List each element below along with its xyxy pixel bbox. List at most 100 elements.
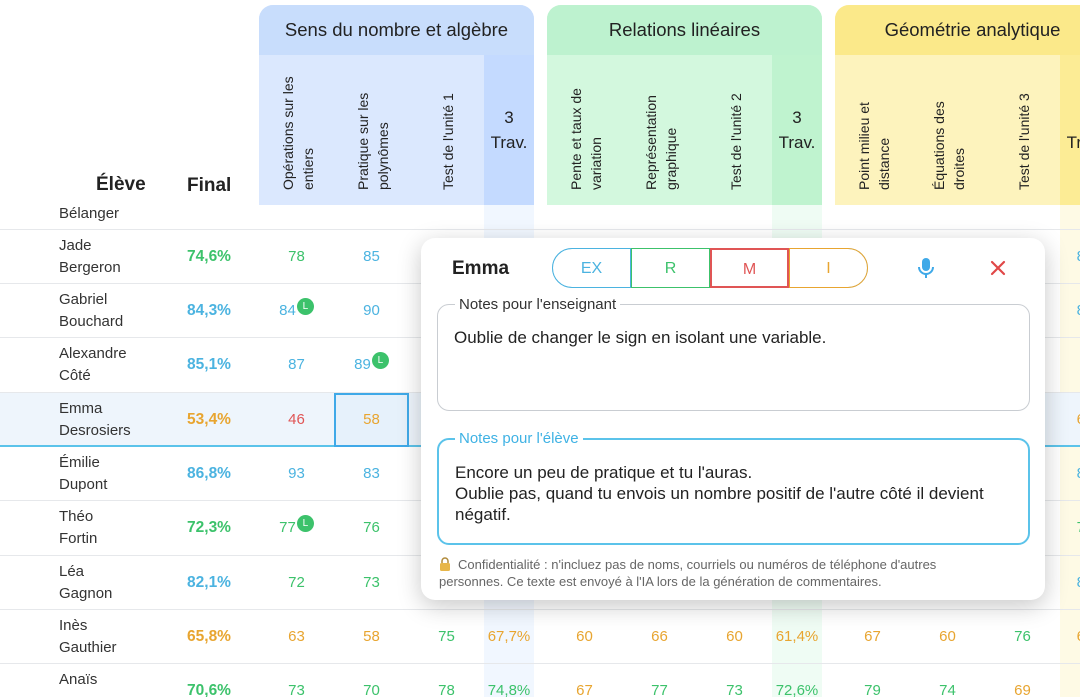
student-name: Alexandre Côté: [59, 343, 127, 387]
score-cell[interactable]: 63: [259, 610, 334, 664]
score-cell[interactable]: 93: [259, 447, 334, 501]
score-cell[interactable]: 46: [259, 393, 334, 447]
score-cell[interactable]: 90: [334, 284, 409, 338]
score: 89: [1077, 465, 1080, 482]
final-grade: 84,3%: [187, 302, 231, 320]
last-name: Dupont: [59, 476, 108, 493]
group-title: Géométrie analytique: [835, 5, 1080, 55]
first-name: Théo: [59, 508, 94, 526]
score-cell[interactable]: 78: [259, 230, 334, 284]
tab[interactable]: M: [710, 248, 789, 288]
student-row[interactable]: Léa Gagnon 82,1% 72 73 84: [0, 556, 1080, 610]
score-cell[interactable]: 67: [547, 664, 622, 697]
student-name: Émilie Dupont: [59, 452, 107, 496]
final-grade: 85,1%: [187, 356, 231, 374]
trav-column-bg: [772, 55, 822, 205]
student-name: Léa Gagnon: [59, 561, 112, 605]
score-cell[interactable]: 72,6%: [772, 664, 822, 697]
score: 78: [438, 682, 455, 697]
score-cell[interactable]: 89 L: [334, 338, 409, 392]
score: 76: [1014, 627, 1031, 645]
group-title: Sens du nombre et algèbre: [259, 5, 534, 55]
student-note[interactable]: Encore un peu de pratique et tu l'auras.…: [437, 438, 1030, 545]
score-cell[interactable]: 77: [622, 664, 697, 697]
student-name: Emma: [452, 258, 510, 279]
student-row[interactable]: Bélanger: [0, 176, 1080, 230]
score-cell[interactable]: 58: [334, 610, 409, 664]
score-cell[interactable]: 84: [1060, 284, 1080, 338]
score-cell[interactable]: 73: [697, 664, 772, 697]
lock-icon: [440, 557, 450, 571]
column-header: 3 Trav.: [778, 108, 816, 152]
score-cell[interactable]: 7: [1060, 664, 1080, 697]
student-name: Inès Gauthier: [59, 615, 117, 659]
first-name: Inès: [59, 616, 88, 634]
score-cell[interactable]: 77 L: [259, 501, 334, 555]
score: 72: [288, 573, 305, 591]
tab[interactable]: I: [789, 248, 868, 288]
tab[interactable]: EX: [552, 248, 631, 288]
score: 78: [288, 247, 305, 265]
score: 77: [279, 519, 296, 537]
column-header: Test de l'unité 3: [1016, 93, 1032, 190]
score-cell[interactable]: 79: [835, 664, 910, 697]
student-name: Emma Desrosiers: [59, 398, 131, 442]
first-name: Gabriel: [59, 291, 108, 309]
notes-popup: Emma EX R M I Oublie de changer le sign en …: [421, 238, 1045, 600]
student-name: Bélanger: [59, 203, 119, 225]
tabs: EX R M I: [552, 238, 868, 298]
first-name: Émilie: [59, 454, 100, 471]
first-name: Emma: [59, 399, 103, 417]
score-cell[interactable]: 74: [910, 664, 985, 697]
last-name: Gagnon: [59, 584, 113, 602]
score-cell[interactable]: 69: [1060, 610, 1080, 664]
score-cell[interactable]: 89: [1060, 447, 1080, 501]
score: 75: [438, 627, 455, 645]
score-cell[interactable]: 73: [1060, 501, 1080, 555]
score-cell[interactable]: 72: [259, 556, 334, 610]
score-cell[interactable]: 58: [334, 392, 409, 447]
score-cell[interactable]: 76: [985, 610, 1060, 664]
column-header: Point milieu et distance: [856, 102, 892, 190]
score-cell[interactable]: 84 L: [259, 284, 334, 338]
score-cell[interactable]: 74,8%: [484, 664, 534, 697]
score-cell[interactable]: 80: [1060, 230, 1080, 284]
score-cell[interactable]: 78: [409, 664, 484, 697]
score-cell[interactable]: 85: [334, 230, 409, 284]
score: 58: [363, 410, 380, 428]
score: 63: [288, 627, 305, 645]
score-cell[interactable]: 67,7%: [484, 610, 534, 664]
score-cell[interactable]: 73: [334, 556, 409, 610]
score: 61: [1077, 411, 1080, 428]
score-cell[interactable]: 61,4%: [772, 610, 822, 664]
final-grade: 82,1%: [187, 573, 231, 591]
group-header: Géométrie analytique Point milieu et dist…: [835, 5, 1080, 205]
score-cell[interactable]: 87: [259, 338, 334, 392]
column-header: Pratique sur les polynômes: [355, 92, 391, 190]
score: 83: [363, 465, 380, 482]
column-header: Équations des droites: [931, 101, 967, 190]
score: 93: [288, 465, 305, 482]
student-row[interactable]: Inès Gauthier 65,8% 63 58 75 67,7% 60 66 60 61,4% 6…: [0, 610, 1080, 665]
score-cell[interactable]: 69: [985, 664, 1060, 697]
score-cell[interactable]: 76: [334, 501, 409, 555]
tab[interactable]: R: [631, 248, 710, 288]
score-cell[interactable]: 83: [334, 447, 409, 501]
column-header: Représentation graphique: [643, 95, 679, 190]
student-row[interactable]: Anaïs 70,6% 73 70 78 74,8% 67 77 73 72,6% 79 74 69 7: [0, 664, 1080, 697]
score-cell[interactable]: 60: [547, 610, 622, 664]
score-cell[interactable]: 61: [1060, 393, 1080, 447]
close-button[interactable]: [990, 260, 1006, 276]
score-cell[interactable]: 67: [835, 610, 910, 664]
teacher-note[interactable]: Oublie de changer le sign en isolant une…: [437, 304, 1030, 411]
score-cell[interactable]: 73: [259, 664, 334, 697]
score-cell[interactable]: 60: [697, 610, 772, 664]
mic-button[interactable]: [916, 256, 936, 280]
score-cell[interactable]: 66: [622, 610, 697, 664]
score: 61,4%: [775, 627, 819, 645]
score-cell[interactable]: 70: [334, 664, 409, 697]
score-cell[interactable]: 60: [910, 610, 985, 664]
score-cell[interactable]: 75: [409, 610, 484, 664]
score-cell[interactable]: 84: [1060, 556, 1080, 610]
score: 73: [726, 682, 743, 697]
